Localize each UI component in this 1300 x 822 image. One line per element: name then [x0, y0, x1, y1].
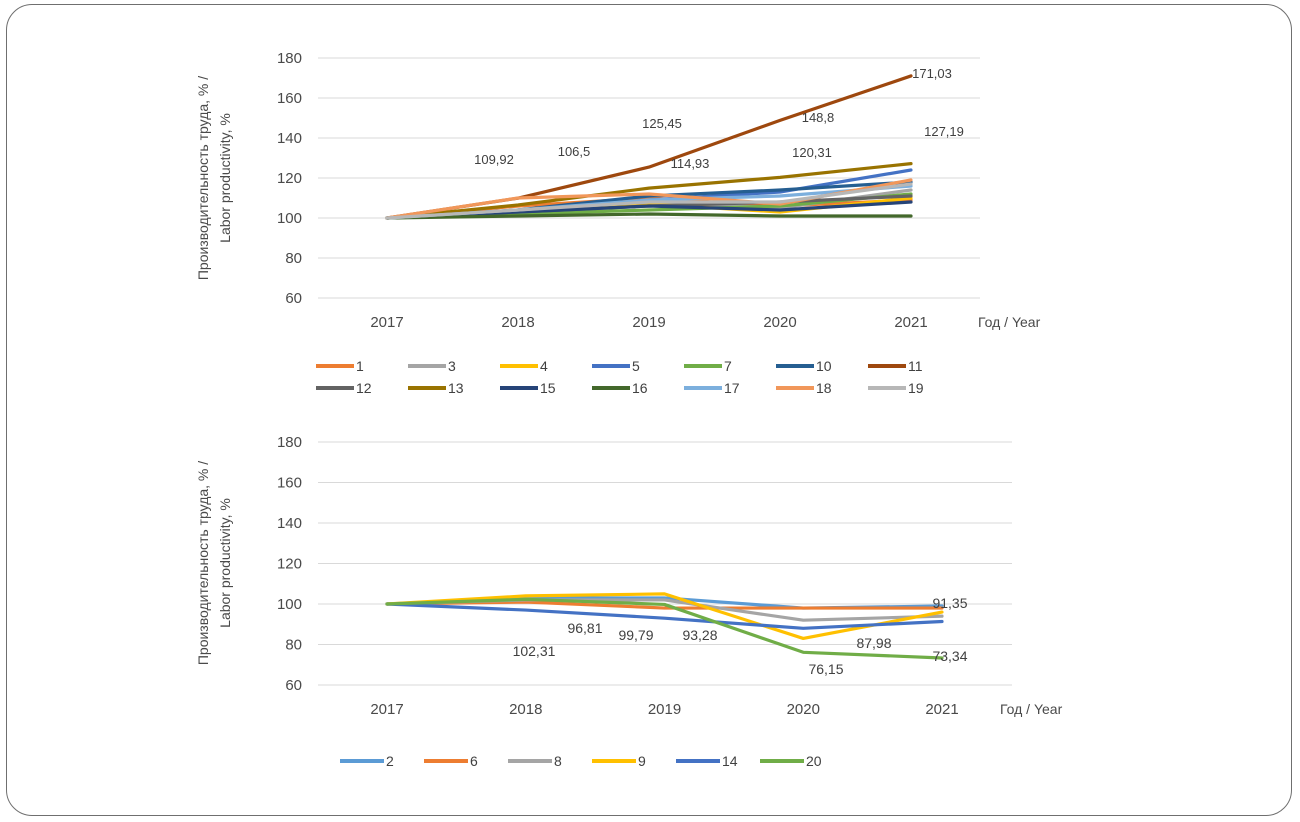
slide-frame: [6, 4, 1292, 816]
series-line-19: [385, 182, 913, 220]
x-tick-label: 2017: [370, 701, 403, 718]
data-label: 93,28: [682, 627, 717, 643]
legend-label-8: 8: [554, 753, 562, 769]
data-label: 125,45: [642, 116, 682, 131]
x-tick-label: 2019: [648, 701, 681, 718]
chart-bottom-ylabel-line1: Производительность труда, % /: [195, 461, 211, 665]
x-tick-label: 2020: [787, 701, 820, 718]
legend-label-1: 1: [356, 358, 364, 374]
chart-bottom-ylabel-line2: Labor productivity, %: [217, 498, 233, 628]
data-label: 109,92: [474, 152, 514, 167]
legend-label-17: 17: [724, 380, 740, 396]
chart-top-ylabel-line2: Labor productivity, %: [217, 113, 233, 243]
chart-top-xlabel: Год / Year: [978, 314, 1041, 330]
y-tick-label: 60: [285, 290, 302, 307]
data-label: 127,19: [924, 124, 964, 139]
data-label: 96,81: [567, 620, 602, 636]
chart-top-ylabel-line1: Производительность труда, % /: [195, 76, 211, 280]
series-line-13: [385, 162, 913, 220]
data-label: 102,31: [513, 643, 556, 659]
data-label: 120,31: [792, 145, 832, 160]
y-tick-label: 120: [277, 170, 302, 187]
legend-label-14: 14: [722, 753, 738, 769]
legend-label-2: 2: [386, 753, 394, 769]
series-line-20: [385, 597, 944, 660]
legend-label-7: 7: [724, 358, 732, 374]
data-label: 91,35: [932, 595, 967, 611]
legend-label-6: 6: [470, 753, 478, 769]
legend-label-12: 12: [356, 380, 372, 396]
data-label: 171,03: [912, 66, 952, 81]
series-line-9: [385, 592, 944, 641]
data-label: 148,8: [802, 110, 835, 125]
data-label: 87,98: [856, 635, 891, 651]
y-tick-label: 140: [277, 515, 302, 532]
y-tick-label: 140: [277, 130, 302, 147]
data-label: 73,34: [932, 648, 967, 664]
x-tick-label: 2021: [894, 314, 927, 331]
legend-label-10: 10: [816, 358, 832, 374]
legend-label-16: 16: [632, 380, 648, 396]
y-tick-label: 120: [277, 556, 302, 573]
x-tick-label: 2021: [925, 701, 958, 718]
y-tick-label: 160: [277, 90, 302, 107]
legend-label-9: 9: [638, 753, 646, 769]
series-line-14: [385, 602, 944, 630]
x-tick-label: 2018: [501, 314, 534, 331]
y-tick-label: 80: [285, 250, 302, 267]
chart-bottom: Производительность труда, % / Labor prod…: [195, 434, 1063, 769]
x-tick-label: 2020: [763, 314, 796, 331]
y-tick-label: 80: [285, 637, 302, 654]
data-label: 106,5: [558, 144, 591, 159]
x-tick-label: 2018: [509, 701, 542, 718]
y-tick-label: 160: [277, 475, 302, 492]
x-tick-label: 2019: [632, 314, 665, 331]
y-tick-label: 100: [277, 596, 302, 613]
legend-label-18: 18: [816, 380, 832, 396]
y-tick-label: 180: [277, 434, 302, 451]
series-line-16: [385, 212, 913, 220]
chart-bottom-xlabel: Год / Year: [1000, 701, 1063, 717]
x-tick-label: 2017: [370, 314, 403, 331]
data-label: 114,93: [671, 156, 710, 171]
legend-label-15: 15: [540, 380, 556, 396]
legend-label-20: 20: [806, 753, 822, 769]
legend-label-5: 5: [632, 358, 640, 374]
legend-label-19: 19: [908, 380, 924, 396]
legend-label-13: 13: [448, 380, 464, 396]
chart-top: Производительность труда, % / Labor prod…: [195, 50, 1041, 396]
data-label: 99,79: [618, 627, 653, 643]
y-tick-label: 100: [277, 210, 302, 227]
legend-label-11: 11: [908, 358, 923, 374]
data-label: 76,15: [808, 661, 843, 677]
y-tick-label: 180: [277, 50, 302, 67]
legend-label-3: 3: [448, 358, 456, 374]
legend-label-4: 4: [540, 358, 548, 374]
y-tick-label: 60: [285, 677, 302, 694]
